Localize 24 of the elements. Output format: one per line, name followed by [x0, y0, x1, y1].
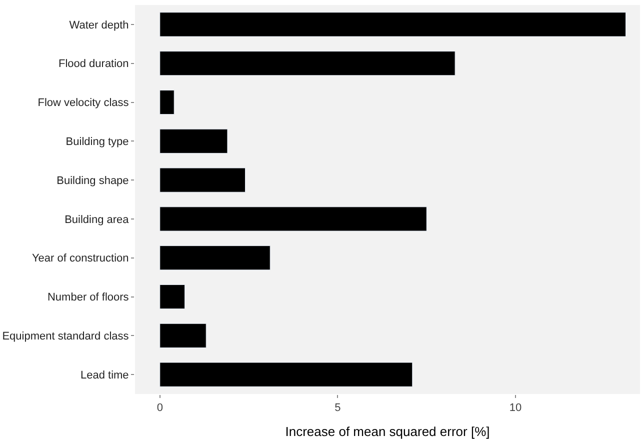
- y-tick-label: Building area: [64, 214, 130, 226]
- x-tick-label: 0: [156, 402, 163, 414]
- bar: [160, 168, 246, 192]
- y-tick-label: Water depth: [69, 19, 129, 32]
- bar: [160, 90, 174, 115]
- bar: [160, 362, 413, 387]
- y-tick-label: Equipment standard class: [2, 330, 130, 342]
- bar: [160, 323, 206, 348]
- x-axis-title: Increase of mean squared error [%]: [285, 424, 490, 439]
- bar: [160, 284, 186, 310]
- y-tick-label: Year of construction: [32, 252, 129, 265]
- y-tick-label: Number of floors: [47, 292, 130, 304]
- bar: [160, 246, 270, 270]
- bar: [160, 206, 427, 232]
- x-tick-label: 10: [509, 402, 522, 414]
- y-tick-label: Flow velocity class: [38, 97, 130, 110]
- y-tick-label: Building type: [66, 136, 129, 148]
- bar: [160, 12, 626, 37]
- bar: [160, 51, 456, 76]
- y-tick-label: Building shape: [56, 174, 129, 187]
- y-tick-label: Flood duration: [58, 58, 129, 70]
- x-tick-label: 5: [334, 402, 341, 414]
- bar: [160, 128, 228, 154]
- y-tick-label: Lead time: [80, 369, 129, 382]
